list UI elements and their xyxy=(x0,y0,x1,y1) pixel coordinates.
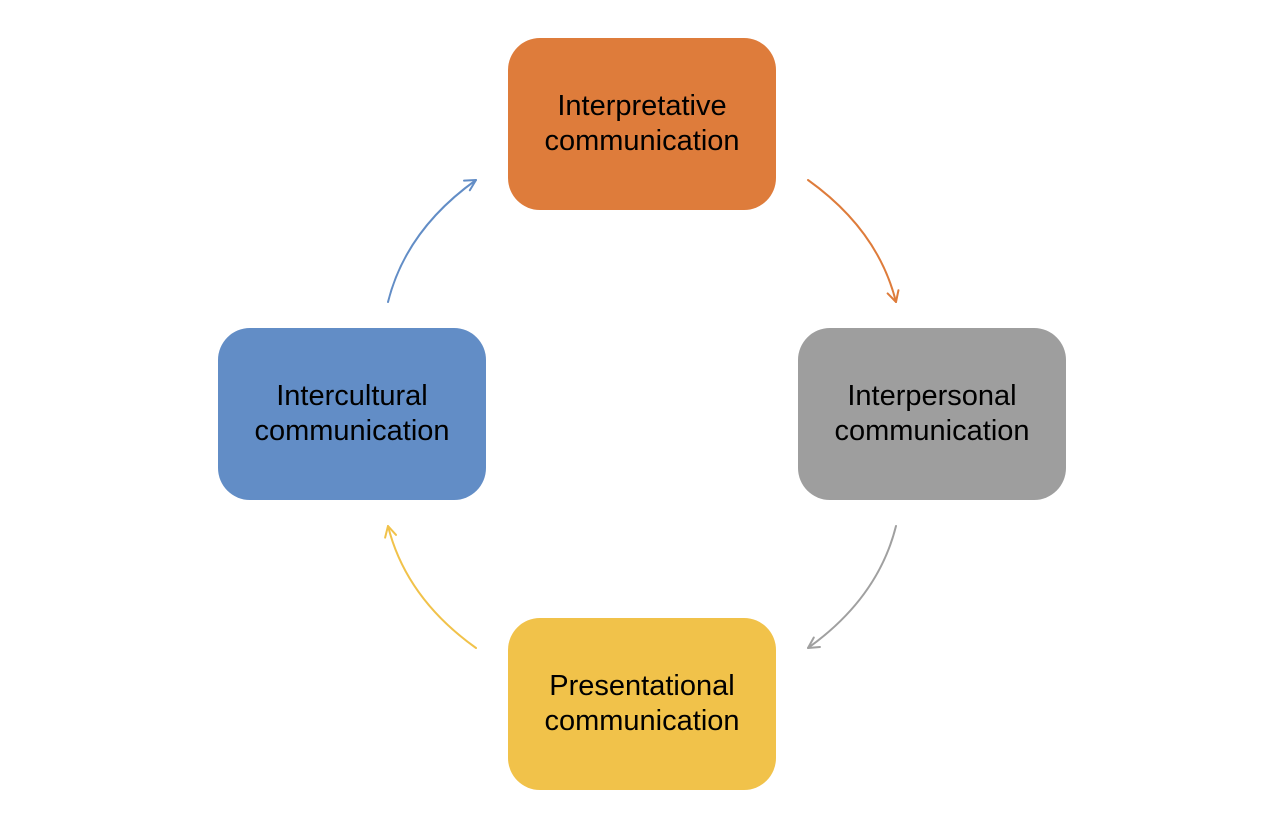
node-label-interpretative: Interpretative communication xyxy=(544,89,739,159)
node-label-presentational: Presentational communication xyxy=(544,669,739,739)
arrow-interpersonal-to-presentational xyxy=(808,526,896,648)
node-label-intercultural: Intercultural communication xyxy=(254,379,449,449)
arrow-presentational-to-intercultural xyxy=(385,526,476,648)
node-interpersonal: Interpersonal communication xyxy=(798,328,1066,500)
arrow-intercultural-to-interpretative xyxy=(388,180,476,302)
arrow-interpretative-to-interpersonal xyxy=(808,180,898,302)
node-presentational: Presentational communication xyxy=(508,618,776,790)
node-label-interpersonal: Interpersonal communication xyxy=(834,379,1029,449)
node-intercultural: Intercultural communication xyxy=(218,328,486,500)
cycle-diagram: Interpretative communication Interpersona… xyxy=(0,0,1284,834)
node-interpretative: Interpretative communication xyxy=(508,38,776,210)
